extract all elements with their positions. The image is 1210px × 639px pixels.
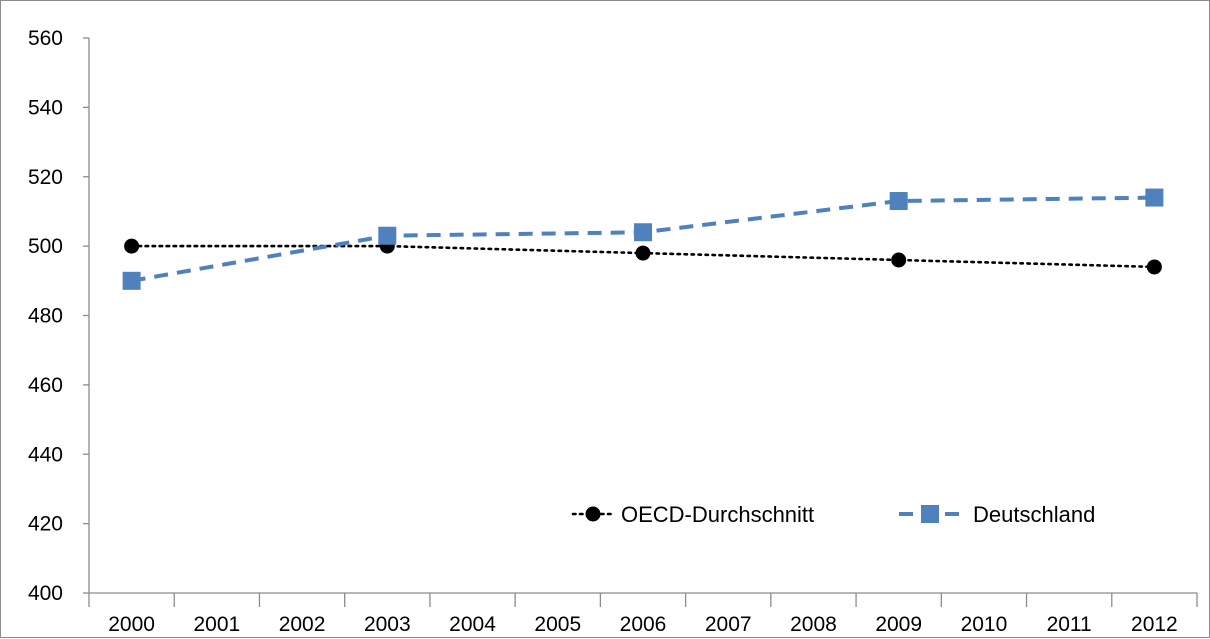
- x-tick-label: 2003: [364, 613, 411, 636]
- x-tick-label: 2006: [620, 613, 667, 636]
- legend-item-deutschland: Deutschland: [899, 502, 1095, 527]
- x-tick-label: 2008: [790, 613, 837, 636]
- legend-label: OECD-Durchschnitt: [621, 502, 814, 527]
- x-tick-label: 2004: [449, 613, 496, 636]
- data-point-oecd-durchschnitt-2006: [635, 245, 651, 261]
- data-point-oecd-durchschnitt-2009: [891, 252, 907, 268]
- series-deutschland: [122, 188, 1164, 290]
- legend-item-oecd-durchschnitt: OECD-Durchschnitt: [571, 502, 814, 527]
- data-point-deutschland-2006: [634, 223, 652, 242]
- series-oecd-durchschnitt: [124, 238, 1162, 275]
- x-tick-label: 2005: [534, 613, 581, 636]
- data-point-oecd-durchschnitt-2012: [1146, 259, 1162, 275]
- data-point-deutschland-2000: [122, 271, 141, 290]
- legend-swatch-marker: [585, 506, 601, 522]
- series-lines: [122, 188, 1164, 290]
- x-tick-label: 2001: [193, 613, 240, 636]
- x-tick-label: 2011: [1047, 613, 1092, 636]
- x-tick-label: 2007: [705, 613, 752, 636]
- y-tick-label: 420: [28, 513, 63, 536]
- x-tick-label: 2000: [108, 613, 155, 636]
- x-tick-label: 2002: [279, 613, 326, 636]
- y-tick-label: 460: [28, 374, 63, 397]
- x-tick-label: 2012: [1131, 613, 1178, 636]
- data-point-deutschland-2012: [1145, 188, 1164, 207]
- y-tick-label: 540: [28, 96, 63, 119]
- y-tick-label: 560: [28, 27, 63, 50]
- legend-label: Deutschland: [973, 502, 1095, 527]
- x-axis-tick-labels: 2000 2001 2002 2003 2004 2005 2006 2007 2008 2009…: [108, 613, 1177, 636]
- x-tick-label: 2010: [961, 613, 1008, 636]
- data-point-deutschland-2003: [378, 226, 397, 245]
- legend-swatch-marker: [921, 505, 939, 523]
- legend: OECD-Durchschnitt Deutschland: [571, 502, 1095, 527]
- axes: [83, 37, 1198, 607]
- data-point-oecd-durchschnitt-2000: [124, 238, 140, 254]
- y-axis-tick-labels: 400 420 440 460 480 500 520 540 560: [28, 27, 63, 605]
- y-tick-label: 440: [28, 443, 63, 466]
- y-tick-label: 400: [28, 582, 63, 605]
- y-tick-label: 520: [28, 166, 63, 189]
- y-tick-label: 480: [28, 305, 63, 328]
- data-point-deutschland-2009: [889, 192, 908, 211]
- x-tick-label: 2009: [875, 613, 922, 636]
- y-tick-label: 500: [28, 235, 63, 258]
